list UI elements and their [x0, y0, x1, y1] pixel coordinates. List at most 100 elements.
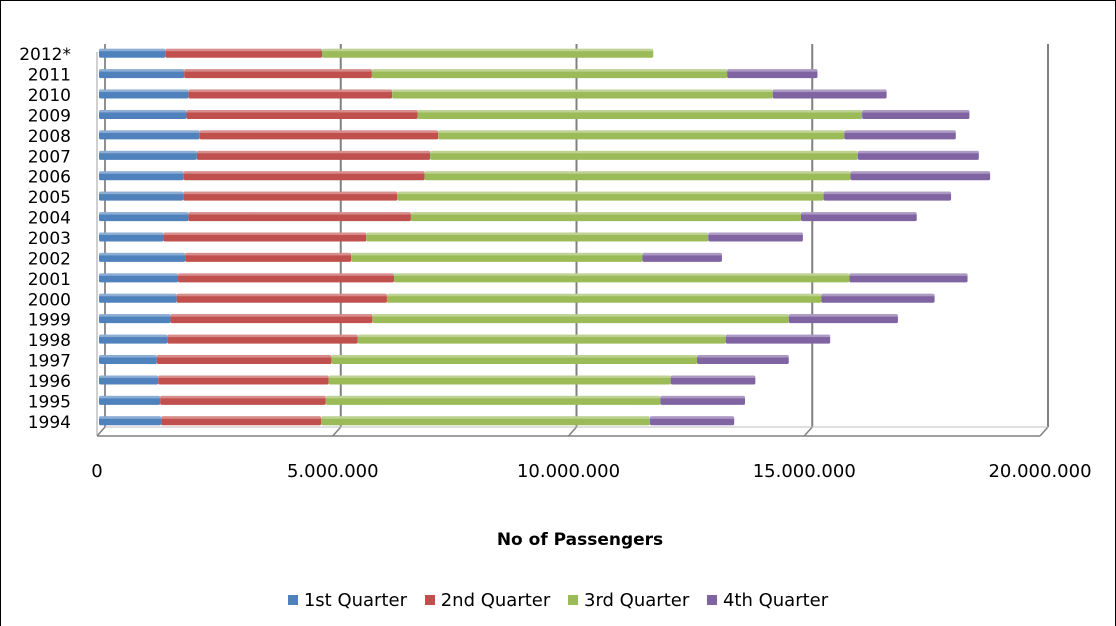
legend-item-3rd-quarter: 3rd Quarter	[568, 590, 689, 611]
bar-segment-highlight	[99, 314, 171, 317]
bar-segment-highlight	[161, 416, 322, 419]
bar-segment-highlight	[371, 69, 728, 72]
bar-segment-2nd-quarter	[176, 293, 387, 303]
bar-segment-highlight	[156, 355, 332, 358]
bar-segment-highlight	[670, 375, 756, 378]
bar-segment-3rd-quarter	[424, 171, 851, 181]
bar-segment-highlight	[394, 273, 850, 276]
bar-segment-1st-quarter	[99, 130, 200, 140]
bar-segment-3rd-quarter	[371, 69, 728, 79]
bar-segment-highlight	[642, 252, 722, 256]
bar-segment-highlight	[199, 130, 439, 133]
bar-segment-1st-quarter	[99, 252, 186, 262]
bar-segment-highlight	[99, 109, 187, 113]
y-tick-label: 2000	[28, 290, 71, 310]
y-tick-label: 1994	[28, 413, 71, 433]
y-tick-label: 2005	[28, 188, 71, 208]
bar-segment-2nd-quarter	[165, 48, 323, 58]
bar-segment-1st-quarter	[99, 314, 171, 324]
bar-segment-2nd-quarter	[160, 395, 326, 405]
bar-segment-4th-quarter	[823, 191, 952, 201]
bar-segment-highlight	[366, 232, 709, 235]
bar-segment-highlight	[188, 212, 411, 215]
bar-segment-highlight	[99, 334, 168, 338]
y-tick-label: 2002	[28, 249, 71, 269]
y-tick-label: 2007	[28, 147, 71, 167]
bar-segment-highlight	[844, 130, 956, 133]
bar-segment-3rd-quarter	[417, 109, 863, 119]
bar-segment-1st-quarter	[99, 48, 166, 58]
bar-segment-highlight	[788, 314, 898, 317]
bar-segment-highlight	[99, 89, 189, 93]
y-tick-label: 2006	[28, 168, 71, 188]
bar-segment-4th-quarter	[821, 293, 935, 303]
bar-segment-highlight	[163, 232, 367, 235]
bar-segment-3rd-quarter	[410, 212, 801, 222]
bar-segment-highlight	[99, 416, 162, 419]
x-axis-title: No of Passengers	[497, 530, 663, 550]
legend-label: 2nd Quarter	[440, 590, 551, 611]
bar-segment-highlight	[372, 314, 789, 317]
bar-segment-2nd-quarter	[170, 314, 373, 324]
bar-segment-2nd-quarter	[156, 355, 332, 365]
legend-swatch	[568, 595, 578, 605]
bar-segment-2nd-quarter	[188, 212, 411, 222]
bar-segment-highlight	[708, 232, 803, 235]
bar-segment-highlight	[188, 89, 393, 93]
bar-segment-highlight	[99, 293, 177, 297]
bar-segment-highlight	[660, 395, 745, 399]
bar-segment-3rd-quarter	[322, 48, 654, 58]
bar-segment-highlight	[424, 171, 851, 174]
y-tick-label: 2008	[28, 127, 71, 147]
bar-segment-highlight	[183, 191, 398, 195]
bar-segment-3rd-quarter	[351, 252, 643, 262]
bar-segment-highlight	[178, 273, 395, 276]
y-tick-label: 2001	[28, 270, 71, 290]
legend: 1st Quarter 2nd Quarter 3rd Quarter 4th …	[0, 590, 1116, 611]
bar-segment-2nd-quarter	[158, 375, 329, 385]
bar-segment-2nd-quarter	[163, 232, 367, 242]
bar-segment-highlight	[322, 48, 654, 52]
legend-item-1st-quarter: 1st Quarter	[287, 590, 407, 611]
bar-segment-highlight	[160, 395, 326, 399]
bar-segment-highlight	[99, 130, 200, 133]
bar-segment-1st-quarter	[99, 375, 159, 385]
bar-segment-1st-quarter	[99, 293, 177, 303]
bar-segment-2nd-quarter	[199, 130, 439, 140]
y-tick-label: 1998	[28, 331, 71, 351]
bar-segment-highlight	[862, 109, 970, 113]
bar-segment-1st-quarter	[99, 69, 185, 79]
bar-segment-highlight	[800, 212, 917, 215]
bar-segment-highlight	[99, 273, 179, 276]
x-tick-label: 0	[91, 461, 102, 482]
bar-segment-highlight	[183, 171, 425, 174]
y-tick-label: 2009	[28, 106, 71, 126]
legend-item-4th-quarter: 4th Quarter	[706, 590, 828, 611]
bar-segment-highlight	[186, 109, 418, 113]
bar-segment-highlight	[99, 191, 184, 195]
bar-segment-highlight	[184, 69, 372, 72]
bar-segment-highlight	[772, 89, 887, 93]
bar-segment-2nd-quarter	[186, 109, 418, 119]
gridline-floor	[96, 426, 106, 437]
legend-label: 3rd Quarter	[584, 590, 690, 611]
y-tick-label: 2012*	[19, 45, 71, 65]
gridline-floor	[803, 426, 813, 437]
y-tick-label: 1999	[28, 311, 71, 331]
bar-segment-highlight	[821, 293, 935, 297]
bar-segment-4th-quarter	[849, 273, 968, 283]
bar-segment-highlight	[850, 171, 991, 174]
bar-segment-4th-quarter	[725, 334, 831, 344]
bar-segment-1st-quarter	[99, 212, 189, 222]
legend-item-2nd-quarter: 2nd Quarter	[424, 590, 551, 611]
y-tick-label: 1995	[28, 392, 71, 412]
bar-segment-highlight	[196, 150, 431, 154]
legend-swatch	[706, 595, 717, 605]
bar-segment-highlight	[849, 273, 968, 276]
bar-segment-highlight	[99, 212, 189, 215]
bar-segment-1st-quarter	[99, 232, 164, 242]
bar-segment-highlight	[321, 416, 650, 419]
bar-segment-1st-quarter	[99, 191, 184, 201]
bar-segment-2nd-quarter	[183, 191, 398, 201]
